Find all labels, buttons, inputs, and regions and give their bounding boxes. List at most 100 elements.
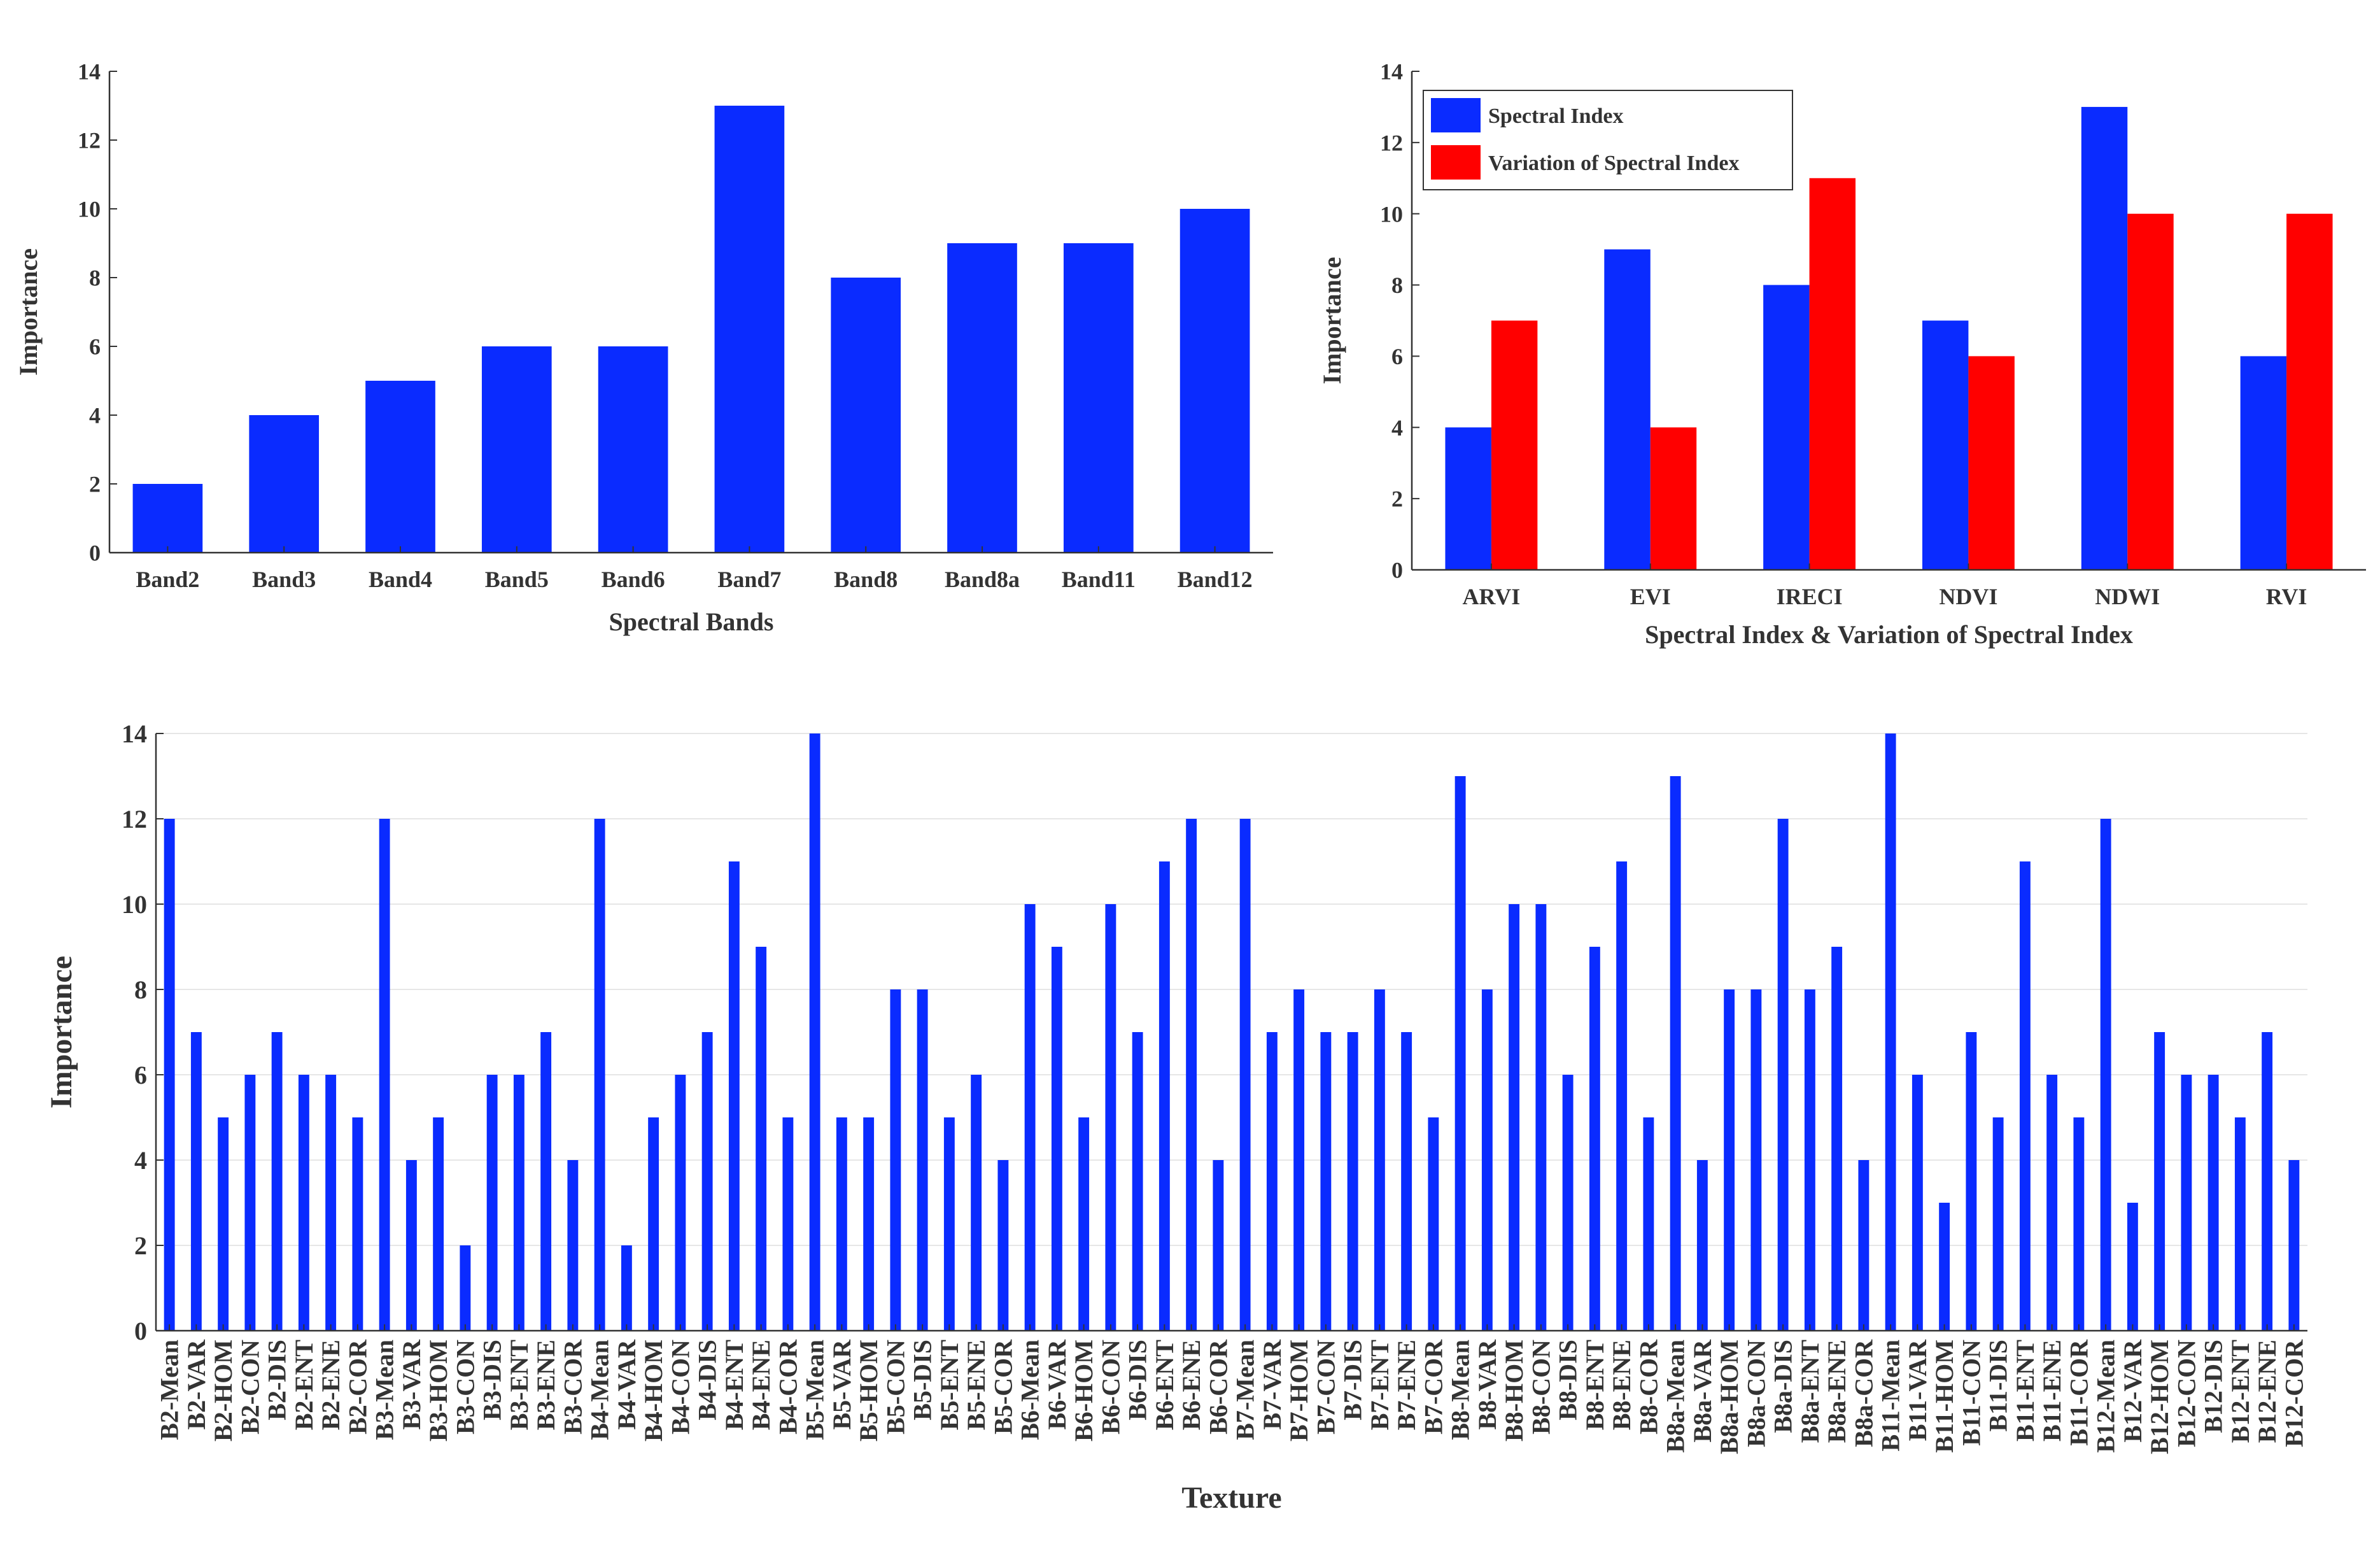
- bar-B8a-Mean: [1670, 776, 1681, 1331]
- bar-B6-CON: [1105, 904, 1116, 1331]
- legend-swatch: [1431, 145, 1481, 180]
- bar-B11-ENE: [2046, 1075, 2058, 1331]
- x-tick-label: B2-ENE: [316, 1340, 345, 1430]
- bar-Band3: [249, 415, 320, 553]
- bar-B8-CON: [1535, 904, 1547, 1331]
- y-tick-label: 10: [78, 197, 101, 222]
- bar-B8a-COR: [1858, 1160, 1869, 1331]
- bar-B12-VAR: [2127, 1203, 2138, 1331]
- bar-B7-HOM: [1293, 989, 1305, 1331]
- x-tick-label: B6-COR: [1204, 1339, 1232, 1434]
- x-tick-label: B8-COR: [1634, 1339, 1663, 1434]
- x-tick-label: B7-Mean: [1231, 1340, 1260, 1440]
- y-tick-label: 14: [1380, 59, 1403, 85]
- bar-B11-DIS: [1992, 1117, 2004, 1331]
- x-tick-label: B11-Mean: [1877, 1340, 1905, 1452]
- x-tick-label: B5-VAR: [827, 1339, 856, 1430]
- x-tick-label: B12-HOM: [2145, 1340, 2174, 1454]
- x-tick-label: B3-ENE: [532, 1340, 560, 1430]
- bar-RVI-series-1: [2240, 356, 2287, 570]
- x-tick-label: B11-COR: [2064, 1339, 2093, 1446]
- x-tick-label: B8-DIS: [1554, 1340, 1582, 1420]
- bar-B12-ENT: [2234, 1117, 2246, 1331]
- legend-label: Variation of Spectral Index: [1488, 152, 1739, 175]
- x-tick-label: B8a-HOM: [1715, 1340, 1743, 1454]
- bar-ARVI-series-2: [1491, 320, 1538, 570]
- x-tick-label: Band4: [369, 567, 432, 592]
- bar-B5-VAR: [836, 1117, 847, 1331]
- x-tick-label: B8-ENE: [1607, 1340, 1636, 1430]
- bar-B5-Mean: [809, 733, 820, 1331]
- bar-B2-VAR: [190, 1032, 202, 1331]
- bar-NDWI-series-1: [2081, 106, 2128, 570]
- y-tick-label: 14: [78, 59, 101, 85]
- bar-B8-ENT: [1589, 947, 1600, 1331]
- bar-B2-CON: [244, 1075, 256, 1331]
- x-tick-label: IRECI: [1777, 584, 1843, 609]
- bar-B11-CON: [1966, 1032, 1977, 1331]
- x-tick-label: B4-COR: [773, 1339, 802, 1434]
- x-tick-label: B2-HOM: [209, 1340, 237, 1441]
- x-tick-label: B11-ENE: [2038, 1340, 2066, 1441]
- y-axis-label: Importance: [14, 248, 43, 376]
- y-tick-label: 6: [134, 1061, 147, 1089]
- bar-Band12: [1179, 209, 1250, 553]
- bar-B7-VAR: [1266, 1032, 1278, 1331]
- x-tick-label: B12-ENT: [2226, 1340, 2255, 1443]
- x-tick-label: B8a-ENT: [1796, 1340, 1824, 1443]
- x-tick-label: B5-ENT: [935, 1340, 964, 1431]
- bar-EVI-series-1: [1604, 249, 1651, 570]
- x-tick-label: B12-VAR: [2118, 1339, 2147, 1443]
- x-tick-label: B7-CON: [1311, 1340, 1340, 1434]
- bar-B12-COR: [2288, 1160, 2300, 1331]
- x-tick-label: B8a-CON: [1742, 1340, 1770, 1447]
- x-tick-label: B4-CON: [666, 1340, 694, 1434]
- legend-swatch: [1431, 98, 1481, 132]
- bar-B8a-CON: [1750, 989, 1762, 1331]
- x-tick-label: B6-ENE: [1177, 1340, 1206, 1430]
- bar-B8-VAR: [1481, 989, 1493, 1331]
- x-tick-label: B2-CON: [236, 1340, 264, 1434]
- chart-1: 0 2 4 6 8 10 12 14 Band2 Band3 Band4 Band5 Band6 Band…: [14, 59, 1273, 636]
- x-axis-label: Texture: [1181, 1481, 1281, 1515]
- x-tick-label: B3-HOM: [424, 1340, 453, 1441]
- x-tick-label: B4-HOM: [639, 1340, 668, 1441]
- bar-B6-ENT: [1158, 861, 1170, 1331]
- bar-B11-Mean: [1885, 733, 1896, 1331]
- bar-B11-VAR: [1912, 1075, 1923, 1331]
- x-tick-label: B12-CON: [2172, 1340, 2200, 1447]
- bar-B6-COR: [1213, 1160, 1224, 1331]
- bar-B8a-HOM: [1724, 989, 1735, 1331]
- bar-B4-Mean: [594, 819, 605, 1331]
- bar-B5-DIS: [917, 989, 928, 1331]
- x-tick-label: Band8: [834, 567, 898, 592]
- x-tick-label: B11-HOM: [1930, 1340, 1959, 1453]
- x-tick-label: B5-CON: [881, 1340, 910, 1434]
- y-tick-label: 10: [1380, 201, 1403, 227]
- x-tick-label: B4-VAR: [612, 1339, 641, 1430]
- bar-Band5: [481, 346, 552, 553]
- bar-B7-ENE: [1401, 1032, 1412, 1331]
- x-tick-label: B5-DIS: [908, 1340, 937, 1420]
- x-tick-label: B8-ENT: [1581, 1340, 1609, 1431]
- x-tick-label: B12-COR: [2279, 1339, 2308, 1447]
- x-tick-label: B11-CON: [1957, 1340, 1985, 1446]
- x-tick-label: NDWI: [2095, 584, 2160, 609]
- y-tick-label: 8: [89, 266, 101, 291]
- bar-B7-CON: [1320, 1032, 1332, 1331]
- bar-B8a-DIS: [1777, 819, 1789, 1331]
- bar-B7-Mean: [1239, 819, 1251, 1331]
- bar-B8-COR: [1643, 1117, 1654, 1331]
- bar-B3-DIS: [486, 1075, 498, 1331]
- bar-B4-HOM: [648, 1117, 659, 1331]
- x-tick-label: B4-ENT: [720, 1340, 749, 1431]
- bar-B6-Mean: [1024, 904, 1036, 1331]
- bar-B6-ENE: [1186, 819, 1197, 1331]
- x-tick-label: B11-ENT: [2011, 1340, 2039, 1441]
- x-tick-label: B8a-Mean: [1661, 1340, 1690, 1453]
- x-tick-label: B8a-VAR: [1688, 1339, 1717, 1443]
- x-tick-label: B7-ENE: [1392, 1340, 1421, 1430]
- x-tick-label: B8-Mean: [1446, 1340, 1475, 1440]
- x-tick-label: B2-COR: [343, 1339, 372, 1434]
- x-tick-label: B8a-ENE: [1822, 1340, 1851, 1443]
